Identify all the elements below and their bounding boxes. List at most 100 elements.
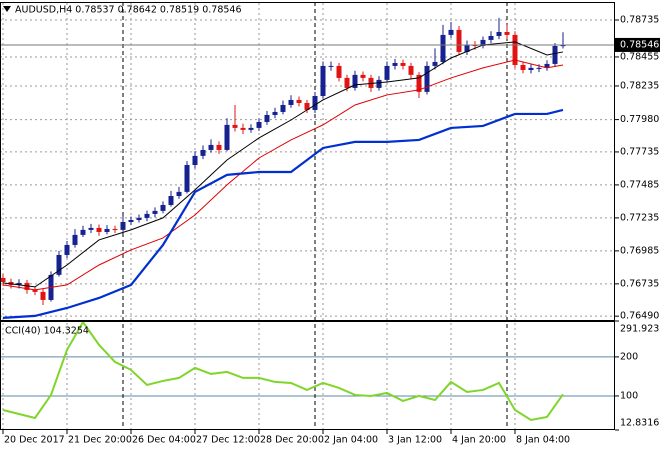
cci-title: CCI(40) 104.3254 — [5, 326, 89, 337]
candle-body — [240, 127, 246, 130]
candle-body — [200, 149, 206, 156]
candle-body — [280, 104, 286, 112]
candle-body — [344, 77, 350, 88]
candle-body — [328, 65, 334, 67]
candle-body — [184, 164, 190, 192]
x-tick-label: 4 Jan 20:00 — [452, 435, 506, 446]
candle-body — [120, 221, 126, 230]
candle-body — [16, 282, 22, 285]
candle-body — [496, 32, 502, 36]
x-tick-label: 28 Dec 20:00 — [260, 435, 324, 446]
candle-body — [56, 254, 62, 275]
plot-layer — [0, 17, 615, 422]
indicator-line — [2, 59, 564, 291]
candle-body — [336, 65, 342, 78]
y-tick-label: 200 — [620, 351, 638, 362]
main-frame — [0, 2, 615, 321]
cci-line — [2, 320, 564, 422]
candle-body — [512, 34, 518, 65]
candle-body — [224, 124, 230, 150]
candle-body — [472, 44, 478, 46]
candle-body — [504, 32, 510, 35]
candle-body — [136, 217, 142, 221]
candle-body — [304, 102, 310, 110]
candle-body — [544, 63, 550, 68]
x-tick-label: 20 Dec 2017 — [4, 435, 65, 446]
y-tick-label: 100 — [620, 390, 638, 401]
x-tick-label: 26 Dec 04:00 — [132, 435, 196, 446]
candle-body — [216, 144, 222, 150]
label-layer: 0.78735 0.78455 0.78235 0.77980 0.77735 0.774… — [2, 15, 660, 446]
y-tick-label: 0.77485 — [620, 179, 659, 190]
x-tick-label: 3 Jan 12:00 — [388, 435, 442, 446]
y-tick-label: 0.77735 — [620, 146, 659, 157]
candle-body — [392, 63, 398, 66]
candle-body — [352, 74, 358, 88]
y-tick-label: 291.9237 — [620, 324, 660, 335]
candle-body — [448, 29, 454, 35]
chart-title: AUDUSD,H4 0.78537 0.78642 0.78519 0.7854… — [15, 5, 242, 16]
candle-body — [128, 220, 134, 222]
candle-body — [288, 99, 294, 105]
candle-body — [192, 155, 198, 165]
candle-body — [160, 204, 166, 211]
candle-body — [376, 79, 382, 88]
last-price-box — [615, 37, 660, 52]
candle-body — [432, 61, 438, 66]
y-tick-label: 0.76735 — [620, 278, 659, 289]
candle-body — [40, 291, 46, 300]
candle-body — [424, 65, 430, 92]
candle-body — [440, 34, 446, 62]
y-tick-label: 0.78735 — [620, 15, 659, 26]
candle-body — [312, 95, 318, 110]
x-tick-label: 27 Dec 12:00 — [196, 435, 260, 446]
y-tick-label: 12.8316 — [620, 418, 659, 429]
candle-body — [408, 65, 414, 75]
collapse-icon — [3, 6, 11, 12]
candle-body — [80, 229, 86, 235]
candle-body — [88, 227, 94, 230]
candle-body — [384, 65, 390, 80]
x-tick-label: 8 Jan 04:00 — [516, 435, 570, 446]
y-tick-label: 0.77235 — [620, 212, 659, 223]
candle-body — [264, 114, 270, 122]
last-price-label: 0.78546 — [620, 39, 659, 50]
candle-body — [96, 227, 102, 233]
candle-body — [296, 99, 302, 103]
y-tick-label: 0.77980 — [620, 114, 659, 125]
candle-body — [368, 77, 374, 88]
y-tick-label: 0.78455 — [620, 51, 659, 62]
candle-body — [488, 35, 494, 40]
candle-body — [0, 277, 6, 283]
x-tick-label: 21 Dec 20:00 — [68, 435, 132, 446]
y-tick-label: 0.76490 — [620, 311, 659, 322]
y-tick-label: 0.78235 — [620, 80, 659, 91]
candle-body — [64, 244, 70, 255]
candle-body — [520, 64, 526, 71]
candle-body — [400, 63, 406, 66]
y-tick-label: 0.76985 — [620, 245, 659, 256]
candle-body — [416, 74, 422, 92]
candle-body — [456, 29, 462, 52]
candle-body — [104, 228, 110, 233]
candle-body — [552, 45, 558, 64]
candle-body — [360, 74, 366, 78]
x-tick-label: 2 Jan 04:00 — [324, 435, 378, 446]
candle-body — [168, 195, 174, 205]
candle-body — [176, 191, 182, 196]
candle-body — [256, 121, 262, 128]
candle-body — [112, 228, 118, 230]
candle-body — [272, 111, 278, 115]
candle-body — [560, 44, 566, 47]
candle-body — [144, 213, 150, 218]
candle-body — [24, 282, 30, 290]
grid-layer — [0, 3, 615, 430]
candle-body — [72, 234, 78, 245]
candle-body — [480, 39, 486, 46]
candle-body — [232, 124, 238, 128]
candle-body — [208, 144, 214, 150]
candle-body — [528, 67, 534, 71]
